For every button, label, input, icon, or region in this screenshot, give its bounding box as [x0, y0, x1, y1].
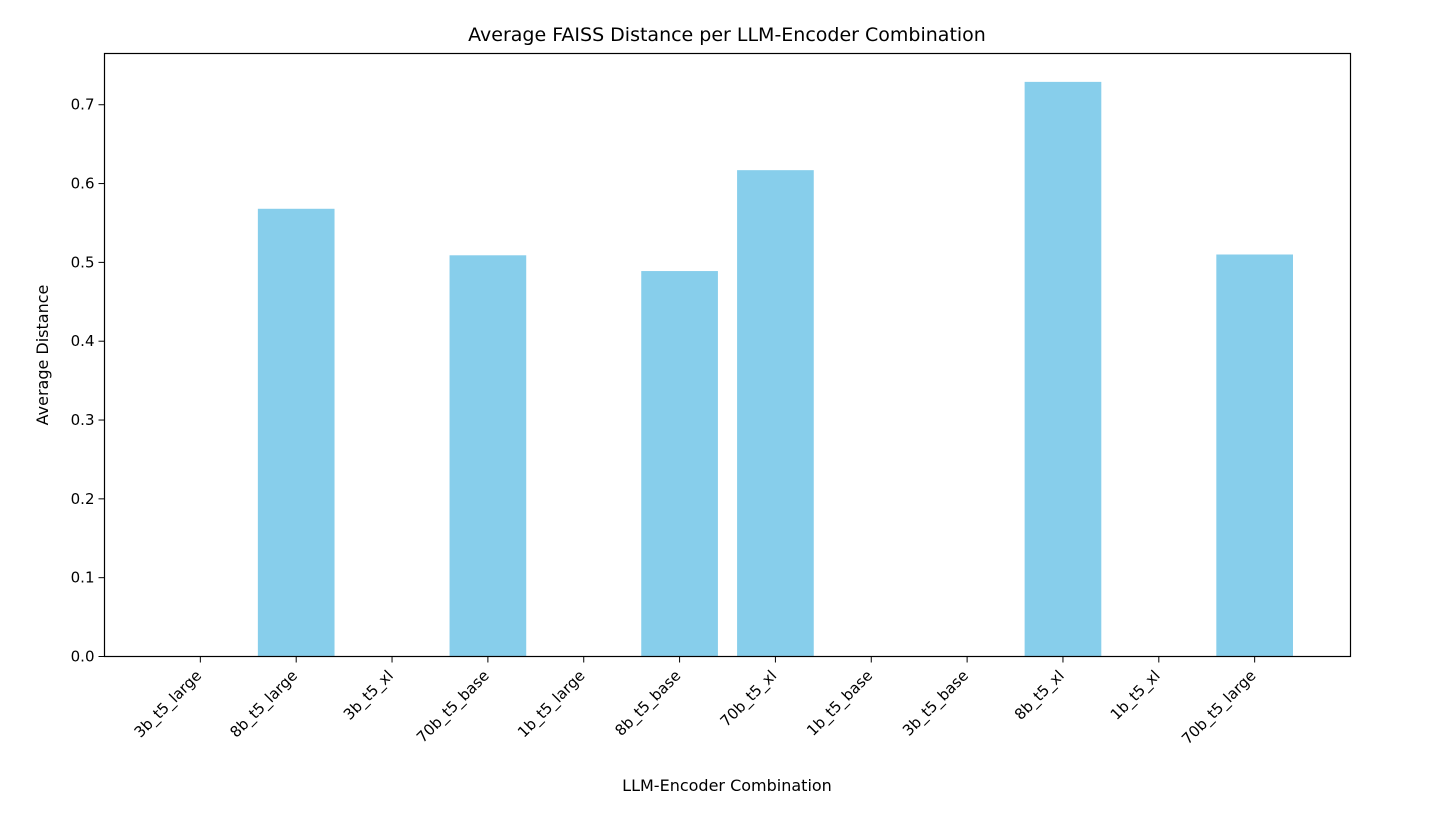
y-tick-label: 0.5 — [71, 253, 95, 271]
x-tick-label: 3b_t5_large — [131, 667, 206, 742]
x-tick-label: 3b_t5_xl — [340, 667, 398, 725]
x-tick-label: 3b_t5_base — [899, 667, 973, 741]
x-tick-label: 8b_t5_xl — [1011, 667, 1069, 725]
bar-8b_t5_xl — [1024, 81, 1102, 657]
x-axis-label: LLM-Encoder Combination — [622, 776, 832, 795]
bar-70b_t5_xl — [737, 170, 814, 657]
y-axis-label: Average Distance — [33, 285, 52, 426]
bar-8b_t5_base — [641, 271, 718, 657]
x-tick-label: 8b_t5_base — [611, 667, 685, 741]
bar-70b_t5_base — [449, 255, 527, 657]
chart-title: Average FAISS Distance per LLM-Encoder C… — [468, 24, 986, 46]
plot-frame — [103, 52, 1352, 658]
y-tick-label: 0.2 — [71, 490, 95, 508]
y-tick-label: 0.3 — [71, 411, 95, 429]
x-tick-label: 70b_t5_base — [413, 667, 493, 747]
x-tick-label: 1b_t5_xl — [1107, 667, 1165, 725]
y-tick-label: 0.6 — [71, 175, 95, 193]
x-tick-label: 70b_t5_xl — [717, 667, 781, 731]
x-tick-label: 70b_t5_large — [1178, 667, 1260, 749]
x-tick-label: 1b_t5_base — [803, 667, 877, 741]
bar-70b_t5_large — [1216, 254, 1293, 657]
bar-8b_t5_large — [257, 208, 335, 657]
x-tick-label: 8b_t5_large — [226, 667, 301, 742]
y-tick-label: 0.7 — [71, 96, 95, 114]
y-tick-label: 0.4 — [71, 332, 95, 350]
y-tick-label: 0.1 — [71, 569, 95, 587]
y-tick-label: 0.0 — [71, 648, 95, 666]
x-tick-label: 1b_t5_large — [514, 667, 589, 742]
